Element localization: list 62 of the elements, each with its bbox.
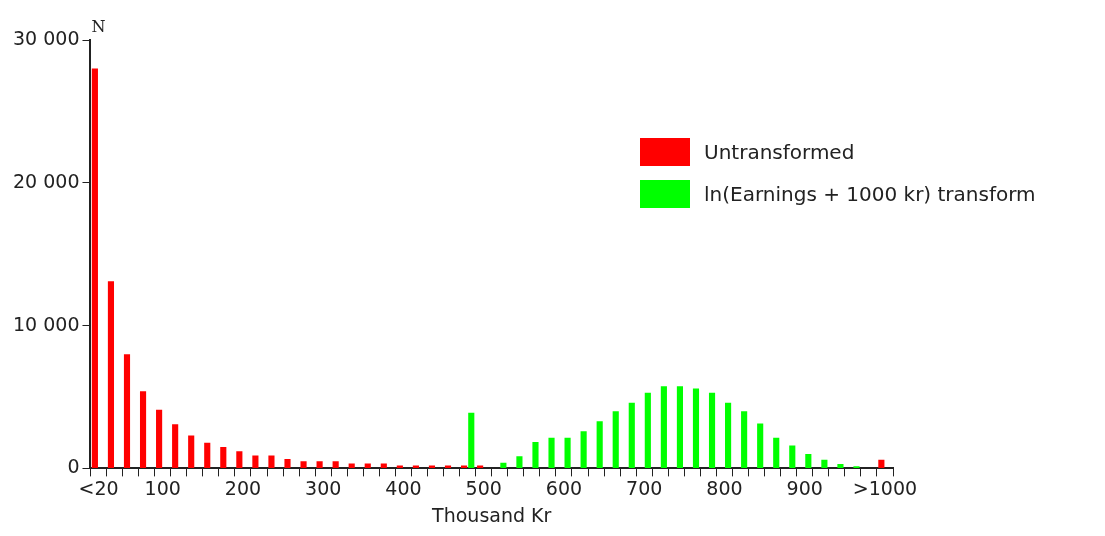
bar bbox=[468, 412, 475, 468]
bar bbox=[316, 461, 323, 468]
x-tick-label: 900 bbox=[786, 476, 823, 499]
legend-label: ln(Earnings + 1000 kr) transform bbox=[704, 182, 1036, 206]
bar bbox=[332, 461, 339, 468]
bar bbox=[789, 445, 796, 468]
bar bbox=[236, 451, 243, 468]
x-tick-label: >1000 bbox=[852, 476, 918, 499]
bar bbox=[532, 441, 539, 468]
bar bbox=[268, 455, 275, 468]
x-tick-label: 300 bbox=[305, 476, 342, 499]
x-tick-label: 400 bbox=[385, 476, 422, 499]
bar bbox=[660, 386, 667, 468]
bar bbox=[107, 281, 115, 468]
bar bbox=[708, 392, 716, 468]
bar bbox=[741, 411, 748, 468]
bar bbox=[252, 455, 259, 468]
bar bbox=[692, 388, 700, 468]
bar bbox=[172, 424, 179, 468]
bar bbox=[837, 464, 844, 468]
y-tick-label: 30 000 bbox=[13, 26, 80, 49]
bar bbox=[580, 431, 587, 468]
bar bbox=[91, 68, 98, 468]
bar bbox=[139, 391, 147, 468]
bar bbox=[773, 437, 780, 468]
bar bbox=[516, 456, 523, 468]
bar bbox=[364, 463, 371, 468]
bar bbox=[500, 462, 507, 468]
y-axis-title: N bbox=[91, 17, 106, 37]
bar bbox=[821, 459, 828, 468]
legend-label: Untransformed bbox=[704, 140, 855, 164]
bar bbox=[628, 402, 635, 468]
bar bbox=[380, 463, 387, 468]
x-tick-label: 500 bbox=[465, 476, 502, 499]
bar bbox=[564, 437, 571, 468]
bar bbox=[805, 454, 812, 468]
bar bbox=[204, 442, 211, 468]
bar bbox=[284, 459, 291, 468]
x-tick-label: 700 bbox=[626, 476, 663, 499]
bar bbox=[757, 423, 764, 468]
bar bbox=[348, 463, 355, 468]
x-axis-title: Thousand Kr bbox=[431, 503, 552, 526]
bar bbox=[548, 437, 555, 468]
bar bbox=[123, 354, 131, 468]
bar bbox=[156, 409, 163, 468]
bar bbox=[300, 461, 307, 468]
bar bbox=[644, 392, 651, 468]
bar bbox=[188, 435, 195, 468]
x-tick-label: 200 bbox=[224, 476, 262, 499]
x-tick-label: <20 bbox=[78, 476, 119, 499]
bar bbox=[725, 402, 732, 468]
x-tick-label: 100 bbox=[144, 476, 181, 499]
bar bbox=[612, 411, 619, 468]
y-tick-label: 20 000 bbox=[13, 169, 80, 192]
bar bbox=[220, 446, 227, 468]
y-tick-label: 10 000 bbox=[13, 312, 80, 335]
y-tick-label: 0 bbox=[67, 455, 80, 478]
bar bbox=[596, 421, 603, 468]
x-tick-label: 800 bbox=[706, 476, 743, 499]
bar bbox=[878, 459, 885, 468]
x-tick-label: 600 bbox=[545, 476, 583, 499]
bar bbox=[676, 386, 683, 468]
